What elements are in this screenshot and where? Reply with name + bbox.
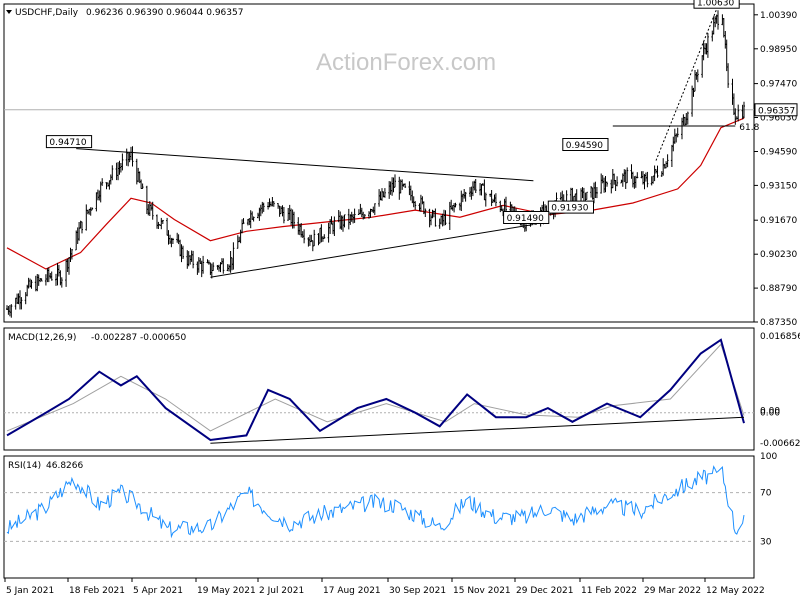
trendline — [210, 224, 534, 278]
price-axis-label: 0.93150 — [760, 181, 797, 191]
price-axis-label: 0.90230 — [760, 250, 797, 260]
date-axis-label: 5 Jan 2021 — [6, 586, 54, 596]
price-label-box — [547, 200, 594, 214]
current-price-tag — [754, 103, 798, 117]
watermark: ActionForex.com — [316, 49, 496, 76]
rsi-title: RSI(14) — [8, 461, 41, 471]
price-axis-label: 0.91670 — [760, 216, 797, 226]
ohlc-values: 0.96236 0.96390 0.96044 0.96357 — [86, 8, 243, 18]
fib-level-label: 61.8 — [739, 123, 759, 133]
collapse-triangle-icon — [6, 10, 12, 14]
date-axis-label: 18 Feb 2021 — [69, 586, 125, 596]
current-price-label: 0.96357 — [758, 106, 795, 116]
price-label: 0.91930 — [551, 204, 588, 214]
trendline — [655, 9, 718, 161]
rsi-header: RSI(14) 46.8266 — [8, 461, 83, 471]
date-axis-label: 11 Feb 2022 — [581, 586, 637, 596]
rsi-line — [6, 465, 745, 539]
price-axis-label: 0.96030 — [760, 114, 797, 124]
trendline — [76, 148, 534, 182]
symbol-name: USDCHF,Daily — [15, 8, 79, 18]
date-axis-label: 15 Nov 2021 — [453, 586, 511, 596]
macd-axis-label: 0.016856 — [760, 332, 800, 342]
price-label-box — [45, 135, 93, 149]
macd-axis-label: 0.00 — [760, 409, 780, 419]
date-axis-label: 12 May 2022 — [706, 586, 765, 596]
date-axis-label: 2 Jul 2021 — [259, 586, 304, 596]
price-label-box — [562, 138, 609, 151]
macd-axis-label: -0.006629 — [760, 439, 800, 449]
price-label: 1.00630 — [697, 0, 734, 9]
rsi-axis-label: 70 — [760, 489, 772, 499]
price-label: 0.91490 — [507, 214, 544, 224]
macd-values: -0.002287 -0.000650 — [91, 333, 187, 343]
date-axis-label: 30 Sep 2021 — [389, 586, 446, 596]
price-axis-label: 0.98950 — [760, 45, 797, 55]
price-axis-label: 0.97470 — [760, 80, 797, 90]
price-label-box — [503, 211, 550, 224]
moving-average-line — [6, 117, 745, 270]
date-axis-label: 29 Mar 2022 — [644, 586, 701, 596]
macd-title: MACD(12,26,9) — [8, 333, 76, 343]
macd-line — [6, 338, 745, 442]
macd-axis-label: 0.00 — [760, 406, 780, 416]
date-axis-label: 17 Aug 2021 — [323, 586, 381, 596]
price-axis-label: 0.88790 — [760, 284, 797, 294]
rsi-axis-label: 100 — [760, 452, 777, 462]
macd-header: MACD(12,26,9) -0.002287 -0.000650 — [8, 333, 187, 343]
rsi-panel — [3, 455, 755, 579]
macd-trendline — [210, 416, 745, 444]
date-axis-label: 5 Apr 2021 — [133, 586, 183, 596]
price-label-box — [693, 0, 740, 9]
price-axis-label: 1.00390 — [760, 11, 797, 21]
date-axis-label: 19 May 2021 — [197, 586, 256, 596]
price-axis-label: 0.94590 — [760, 148, 797, 158]
date-axis-label: 29 Dec 2021 — [516, 586, 574, 596]
price-header: USDCHF,Daily 0.96236 0.96390 0.96044 0.9… — [6, 8, 243, 18]
macd-panel — [3, 327, 755, 451]
rsi-axis-label: 30 — [760, 537, 772, 547]
price-label: 0.94710 — [49, 138, 86, 148]
rsi-value: 46.8266 — [46, 461, 83, 471]
price-label: 0.94590 — [566, 141, 603, 151]
price-axis-label: 0.87350 — [760, 318, 797, 328]
price-panel — [3, 3, 755, 323]
